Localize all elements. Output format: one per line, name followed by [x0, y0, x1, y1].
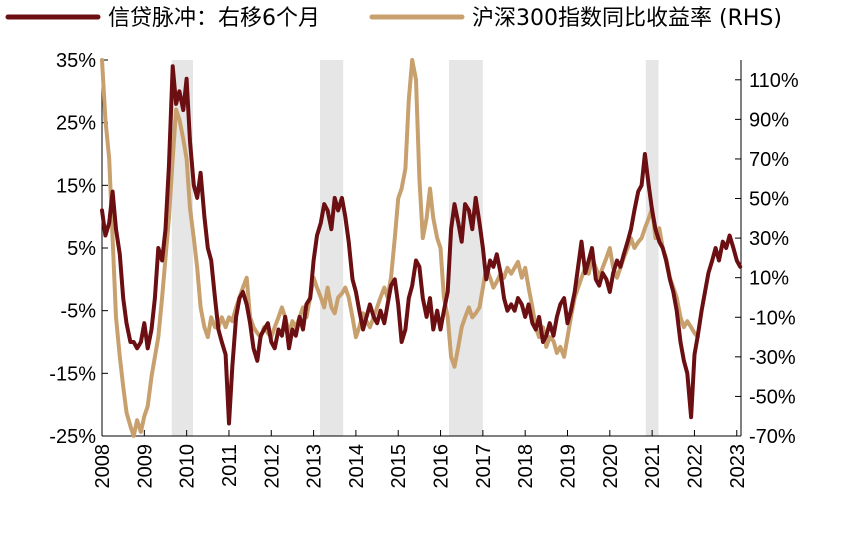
x-tick-label: 2017 — [473, 444, 495, 489]
legend: 信贷脉冲：右移6个月 沪深300指数同比收益率 (RHS) — [5, 6, 782, 31]
shaded-periods — [171, 60, 659, 436]
right-tick-label: 50% — [749, 189, 789, 211]
left-tick-label: -5% — [60, 301, 96, 323]
x-tick-label: 2019 — [557, 444, 579, 489]
x-tick-label: 2012 — [261, 444, 283, 489]
right-tick-label: 10% — [749, 268, 789, 290]
series-line-credit-impulse — [100, 64, 743, 426]
left-tick-label: 15% — [56, 175, 96, 197]
x-tick-label: 2023 — [727, 444, 749, 489]
x-tick-label: 2016 — [431, 444, 453, 489]
series-lines — [100, 58, 743, 438]
right-tick-label: -30% — [749, 347, 796, 369]
right-tick-label: 70% — [749, 149, 789, 171]
x-tick-label: 2022 — [684, 444, 706, 489]
x-tick-label: 2013 — [304, 444, 326, 489]
series-line-csi300-yoy — [100, 58, 700, 438]
left-tick-label: -15% — [49, 363, 96, 385]
shaded-period-3 — [645, 60, 659, 436]
legend-label-csi300-yoy: 沪深300指数同比收益率 (RHS) — [472, 6, 782, 31]
x-tick-label: 2014 — [346, 444, 368, 489]
right-tick-labels: -70% -50% -30% -10% 10% 30% 50% 70% 90% 110% — [735, 70, 799, 448]
shaded-period-1 — [319, 60, 344, 436]
x-tick-label: 2020 — [600, 444, 622, 489]
x-tick-label: 2021 — [642, 444, 664, 489]
left-tick-labels: -25% -15% -5% 5% 15% 25% 35% — [49, 50, 108, 448]
x-tick-label: 2015 — [388, 444, 410, 489]
x-tick-labels: 2008 2009 2010 2011 2012 2013 2014 2015 2016 2017… — [92, 430, 749, 489]
x-tick-label: 2018 — [515, 444, 537, 489]
right-tick-label: 30% — [749, 228, 789, 250]
left-tick-label: -25% — [49, 426, 96, 448]
right-tick-label: -70% — [749, 426, 796, 448]
axes — [101, 60, 742, 437]
legend-label-credit-impulse: 信贷脉冲：右移6个月 — [108, 6, 320, 31]
x-tick-label: 2009 — [134, 444, 156, 489]
right-tick-label: -50% — [749, 386, 796, 408]
x-tick-label: 2010 — [177, 444, 199, 489]
x-tick-label: 2008 — [92, 444, 114, 489]
x-tick-label: 2011 — [219, 444, 241, 487]
right-tick-label: 90% — [749, 109, 789, 131]
left-tick-label: 5% — [67, 238, 96, 260]
shaded-period-2 — [449, 60, 483, 436]
right-tick-label: -10% — [749, 307, 796, 329]
left-tick-label: 25% — [56, 113, 96, 135]
left-tick-label: 35% — [56, 50, 96, 72]
right-tick-label: 110% — [749, 70, 799, 92]
